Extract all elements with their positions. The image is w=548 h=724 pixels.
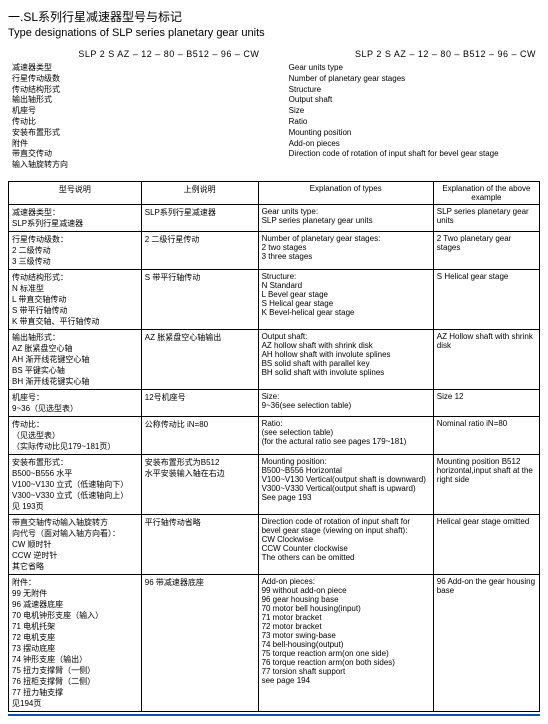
diagram-label: 机座号 [12, 106, 263, 117]
diagram-label: 输入轴旋转方向 [12, 160, 263, 171]
table-row: 传动比： （见选型表） （实际传动比见179~181页）公称传动比 iN=80R… [9, 416, 540, 454]
table-cell: 安装布置形式为B512 水平安装输入轴在右边 [141, 454, 258, 514]
table-cell: 96 带减速器底座 [141, 574, 258, 711]
diagram-label: 输出轴形式 [12, 95, 263, 106]
table-row: 减速器类型： SLP系列行星减速器SLP系列行星减速器Gear units ty… [9, 204, 540, 231]
table-cell: SLP series planetary gear units [433, 204, 539, 231]
code-line-left: SLP 2 S AZ – 12 – 80 – B512 – 96 – CW [8, 49, 263, 59]
table-cell: Gear units type: SLP series planetary ge… [258, 204, 433, 231]
table-cell: Structure: N Standard L Bevel gear stage… [258, 269, 433, 329]
table-cell: 96 Add-on the gear housing base [433, 574, 539, 711]
table-cell: 安装布置形式： B500~B556 水平 V100~V130 立式（低速轴向下）… [9, 454, 142, 514]
table-cell: AZ Hollow shaft with shrink disk [433, 329, 539, 389]
table-row: 机座号： 9~36（见选型表）12号机座号Size: 9~36(see sele… [9, 389, 540, 416]
table-cell: Size 12 [433, 389, 539, 416]
table-cell: SLP系列行星减速器 [141, 204, 258, 231]
table-cell: 输出轴形式： AZ 胀紧盘空心轴 AH 渐开线花键空心轴 BS 平键实心轴 BH… [9, 329, 142, 389]
table-row: 传动结构形式： N 标准型 L 带直交轴传动 S 带平行轴传动 K 带直交轴、平… [9, 269, 540, 329]
table-cell: 公称传动比 iN=80 [141, 416, 258, 454]
table-row: 行星传动级数： 2 二级传动 3 三级传动2 二级行星传动Number of p… [9, 231, 540, 269]
designation-table: 型号说明 上例说明 Explanation of types Explanati… [8, 181, 540, 712]
table-cell: 机座号： 9~36（见选型表） [9, 389, 142, 416]
table-cell: S Helical gear stage [433, 269, 539, 329]
header-example-expl: Explanation of the above example [433, 181, 539, 204]
table-cell: 12号机座号 [141, 389, 258, 416]
diagram-label: Add-on pieces [289, 139, 540, 150]
table-cell: Output shaft: AZ hollow shaft with shrin… [258, 329, 433, 389]
designation-diagram: SLP 2 S AZ – 12 – 80 – B512 – 96 – CW 减速… [8, 49, 540, 171]
table-body: 减速器类型： SLP系列行星减速器SLP系列行星减速器Gear units ty… [9, 204, 540, 711]
table-row: 附件： 99 无附件 96 减速器底座 70 电机钟形支座（输入） 71 电机托… [9, 574, 540, 711]
diagram-label: Direction code of rotation of input shaf… [289, 149, 540, 160]
table-cell: 平行轴传动省略 [141, 514, 258, 574]
diagram-label: Number of planetary gear stages [289, 74, 540, 85]
diagram-label: 附件 [12, 139, 263, 150]
diagram-label: 传动比 [12, 117, 263, 128]
footer-rule [8, 714, 540, 716]
diagram-label: Gear units type [289, 63, 540, 74]
table-cell: 2 二级行星传动 [141, 231, 258, 269]
table-cell: Add-on pieces: 99 without add-on piece 9… [258, 574, 433, 711]
diagram-label: 带直交传动 [12, 149, 263, 160]
table-cell: S 带平行轴传动 [141, 269, 258, 329]
table-cell: Ratio: (see selection table) (for the ac… [258, 416, 433, 454]
diagram-label: Mounting position [289, 128, 540, 139]
diagram-label: 减速器类型 [12, 63, 263, 74]
diagram-label: 安装布置形式 [12, 128, 263, 139]
table-cell: 减速器类型： SLP系列行星减速器 [9, 204, 142, 231]
table-cell: Mounting position: B500~B556 Horizontal … [258, 454, 433, 514]
table-cell: 传动比： （见选型表） （实际传动比见179~181页） [9, 416, 142, 454]
table-cell: 行星传动级数： 2 二级传动 3 三级传动 [9, 231, 142, 269]
label-list-cn: 减速器类型行星传动级数传动结构形式输出轴形式机座号传动比安装布置形式附件带直交传… [8, 63, 263, 171]
table-cell: Size: 9~36(see selection table) [258, 389, 433, 416]
header-example-desc: 上例说明 [141, 181, 258, 204]
label-list-en: Gear units typeNumber of planetary gear … [285, 63, 540, 160]
table-row: 带直交轴传动输入轴旋转方 向代号（面对输入轴方向看）： CW 顺时针 CCW 逆… [9, 514, 540, 574]
diagram-label: Ratio [289, 117, 540, 128]
header-type-expl: Explanation of types [258, 181, 433, 204]
table-cell: 2 Two planetary gear stages [433, 231, 539, 269]
diagram-label: Output shaft [289, 95, 540, 106]
diagram-label: Size [289, 106, 540, 117]
diagram-label: Structure [289, 85, 540, 96]
code-line-right: SLP 2 S AZ – 12 – 80 – B512 – 96 – CW [285, 49, 540, 59]
table-cell: 附件： 99 无附件 96 减速器底座 70 电机钟形支座（输入） 71 电机托… [9, 574, 142, 711]
table-cell: 传动结构形式： N 标准型 L 带直交轴传动 S 带平行轴传动 K 带直交轴、平… [9, 269, 142, 329]
diagram-label: 传动结构形式 [12, 85, 263, 96]
table-row: 安装布置形式： B500~B556 水平 V100~V130 立式（低速轴向下）… [9, 454, 540, 514]
table-cell: Number of planetary gear stages: 2 two s… [258, 231, 433, 269]
header-type-desc: 型号说明 [9, 181, 142, 204]
title-cn: 一.SL系列行星减速器型号与标记 [8, 8, 540, 25]
diagram-label: 行星传动级数 [12, 74, 263, 85]
table-cell: 带直交轴传动输入轴旋转方 向代号（面对输入轴方向看）： CW 顺时针 CCW 逆… [9, 514, 142, 574]
table-cell: Helical gear stage omitted [433, 514, 539, 574]
title-en: Type designations of SLP series planetar… [8, 27, 540, 39]
table-cell: AZ 胀紧盘空心轴输出 [141, 329, 258, 389]
table-cell: Direction code of rotation of input shaf… [258, 514, 433, 574]
table-cell: Mounting position B512 horizontal,input … [433, 454, 539, 514]
table-cell: Nominal ratio iN=80 [433, 416, 539, 454]
table-row: 输出轴形式： AZ 胀紧盘空心轴 AH 渐开线花键空心轴 BS 平键实心轴 BH… [9, 329, 540, 389]
